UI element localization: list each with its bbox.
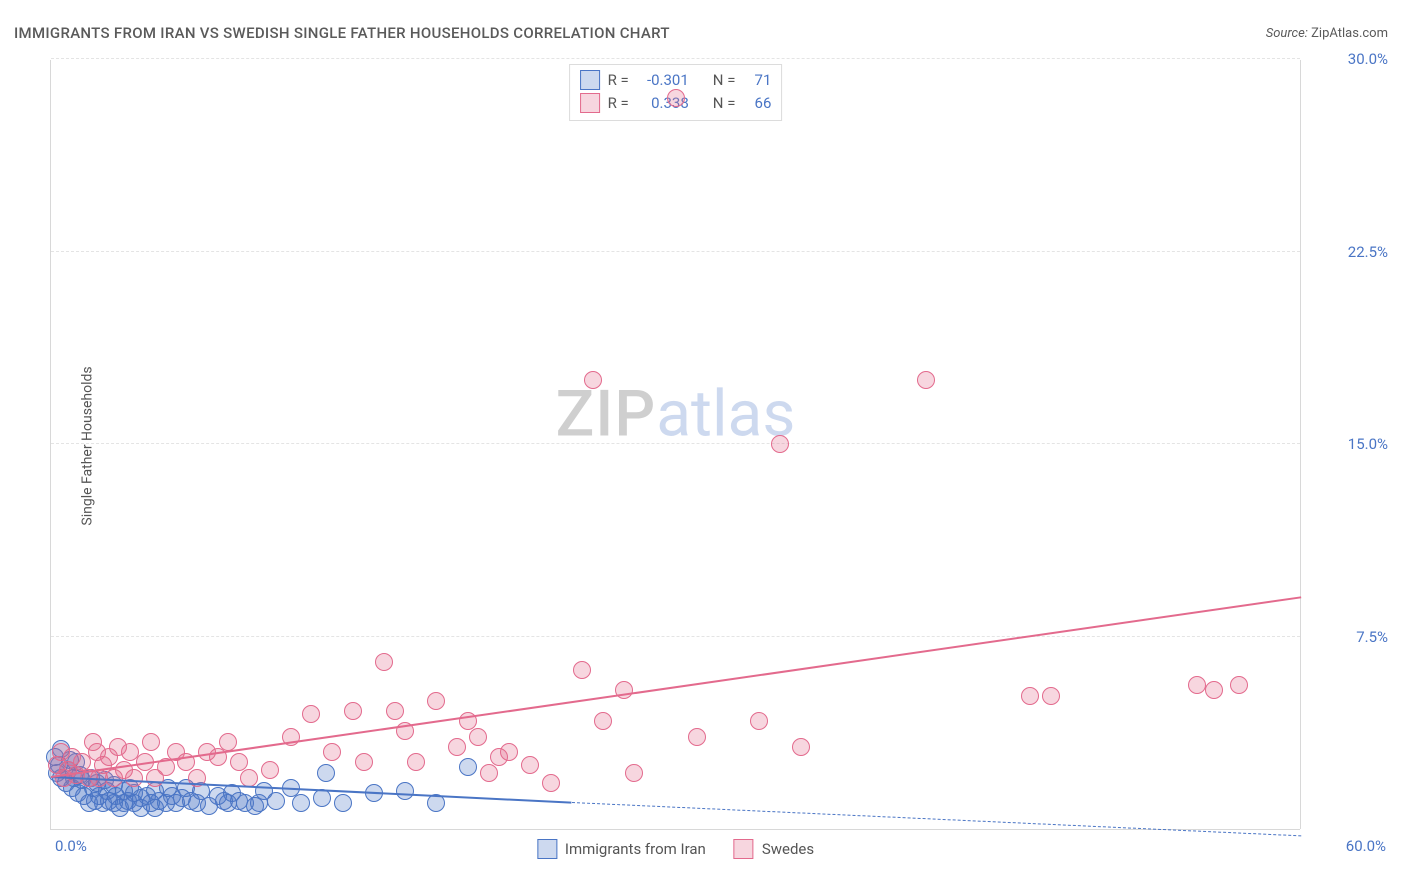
scatter-plot: ZIPatlas 0.0% 60.0% R =-0.301N =71R =0.3… xyxy=(50,60,1300,830)
scatter-point-swedes xyxy=(573,661,591,679)
legend-swatch xyxy=(580,93,600,113)
scatter-point-swedes xyxy=(448,738,466,756)
legend-series-item: Swedes xyxy=(734,839,814,859)
scatter-point-iran xyxy=(267,792,285,810)
x-axis-min-label: 0.0% xyxy=(55,837,87,855)
legend-series-label: Swedes xyxy=(762,840,814,858)
scatter-point-swedes xyxy=(750,712,768,730)
source-attribution: Source: ZipAtlas.com xyxy=(1266,26,1388,41)
legend-r-value: -0.301 xyxy=(637,69,689,92)
scatter-point-iran xyxy=(292,794,310,812)
scatter-point-iran xyxy=(459,758,477,776)
scatter-point-iran xyxy=(396,782,414,800)
watermark-zip: ZIP xyxy=(556,376,657,451)
scatter-point-swedes xyxy=(386,702,404,720)
source-value: ZipAtlas.com xyxy=(1311,26,1388,41)
scatter-point-swedes xyxy=(917,371,935,389)
legend-series-item: Immigrants from Iran xyxy=(537,839,706,859)
scatter-point-swedes xyxy=(625,764,643,782)
gridline xyxy=(51,636,1300,637)
gridline xyxy=(51,251,1300,252)
scatter-point-iran xyxy=(334,794,352,812)
legend-swatch xyxy=(734,839,754,859)
y-tick-label: 30.0% xyxy=(1308,50,1388,68)
source-label: Source: xyxy=(1266,26,1308,41)
scatter-point-swedes xyxy=(344,702,362,720)
scatter-point-swedes xyxy=(1230,676,1248,694)
legend-swatch xyxy=(580,70,600,90)
scatter-point-swedes xyxy=(542,774,560,792)
y-tick-label: 7.5% xyxy=(1308,628,1388,646)
scatter-point-swedes xyxy=(1205,681,1223,699)
right-axis-line xyxy=(1300,60,1301,829)
legend-n-value: 66 xyxy=(743,92,771,115)
scatter-point-swedes xyxy=(355,753,373,771)
scatter-point-swedes xyxy=(142,733,160,751)
scatter-point-swedes xyxy=(125,769,143,787)
scatter-point-iran xyxy=(317,764,335,782)
scatter-point-swedes xyxy=(688,728,706,746)
scatter-point-swedes xyxy=(302,705,320,723)
scatter-point-swedes xyxy=(521,756,539,774)
scatter-point-swedes xyxy=(1188,676,1206,694)
scatter-point-swedes xyxy=(771,435,789,453)
scatter-point-swedes xyxy=(375,653,393,671)
scatter-point-swedes xyxy=(219,733,237,751)
gridline xyxy=(51,443,1300,444)
legend-series-label: Immigrants from Iran xyxy=(565,840,706,858)
legend-swatch xyxy=(537,839,557,859)
scatter-point-swedes xyxy=(240,769,258,787)
trend-line xyxy=(572,802,1301,836)
legend-n-label: N = xyxy=(713,69,736,92)
y-tick-label: 22.5% xyxy=(1308,243,1388,261)
scatter-point-swedes xyxy=(407,753,425,771)
trend-line xyxy=(51,596,1301,778)
scatter-point-swedes xyxy=(469,728,487,746)
legend-series: Immigrants from Iran Swedes xyxy=(537,839,814,859)
scatter-point-swedes xyxy=(480,764,498,782)
x-axis-max-label: 60.0% xyxy=(1306,837,1386,855)
scatter-point-swedes xyxy=(427,692,445,710)
gridline xyxy=(51,58,1300,59)
scatter-point-swedes xyxy=(667,89,685,107)
chart-title: IMMIGRANTS FROM IRAN VS SWEDISH SINGLE F… xyxy=(14,24,670,42)
y-tick-label: 15.0% xyxy=(1308,435,1388,453)
legend-r-label: R = xyxy=(608,69,629,92)
scatter-point-swedes xyxy=(594,712,612,730)
scatter-point-swedes xyxy=(1042,687,1060,705)
scatter-point-swedes xyxy=(792,738,810,756)
scatter-point-swedes xyxy=(615,681,633,699)
scatter-point-swedes xyxy=(1021,687,1039,705)
legend-n-value: 71 xyxy=(743,69,771,92)
scatter-point-swedes xyxy=(261,761,279,779)
scatter-point-swedes xyxy=(500,743,518,761)
legend-r-label: R = xyxy=(608,92,629,115)
legend-n-label: N = xyxy=(713,92,736,115)
scatter-point-swedes xyxy=(584,371,602,389)
scatter-point-swedes xyxy=(323,743,341,761)
scatter-point-iran xyxy=(313,789,331,807)
